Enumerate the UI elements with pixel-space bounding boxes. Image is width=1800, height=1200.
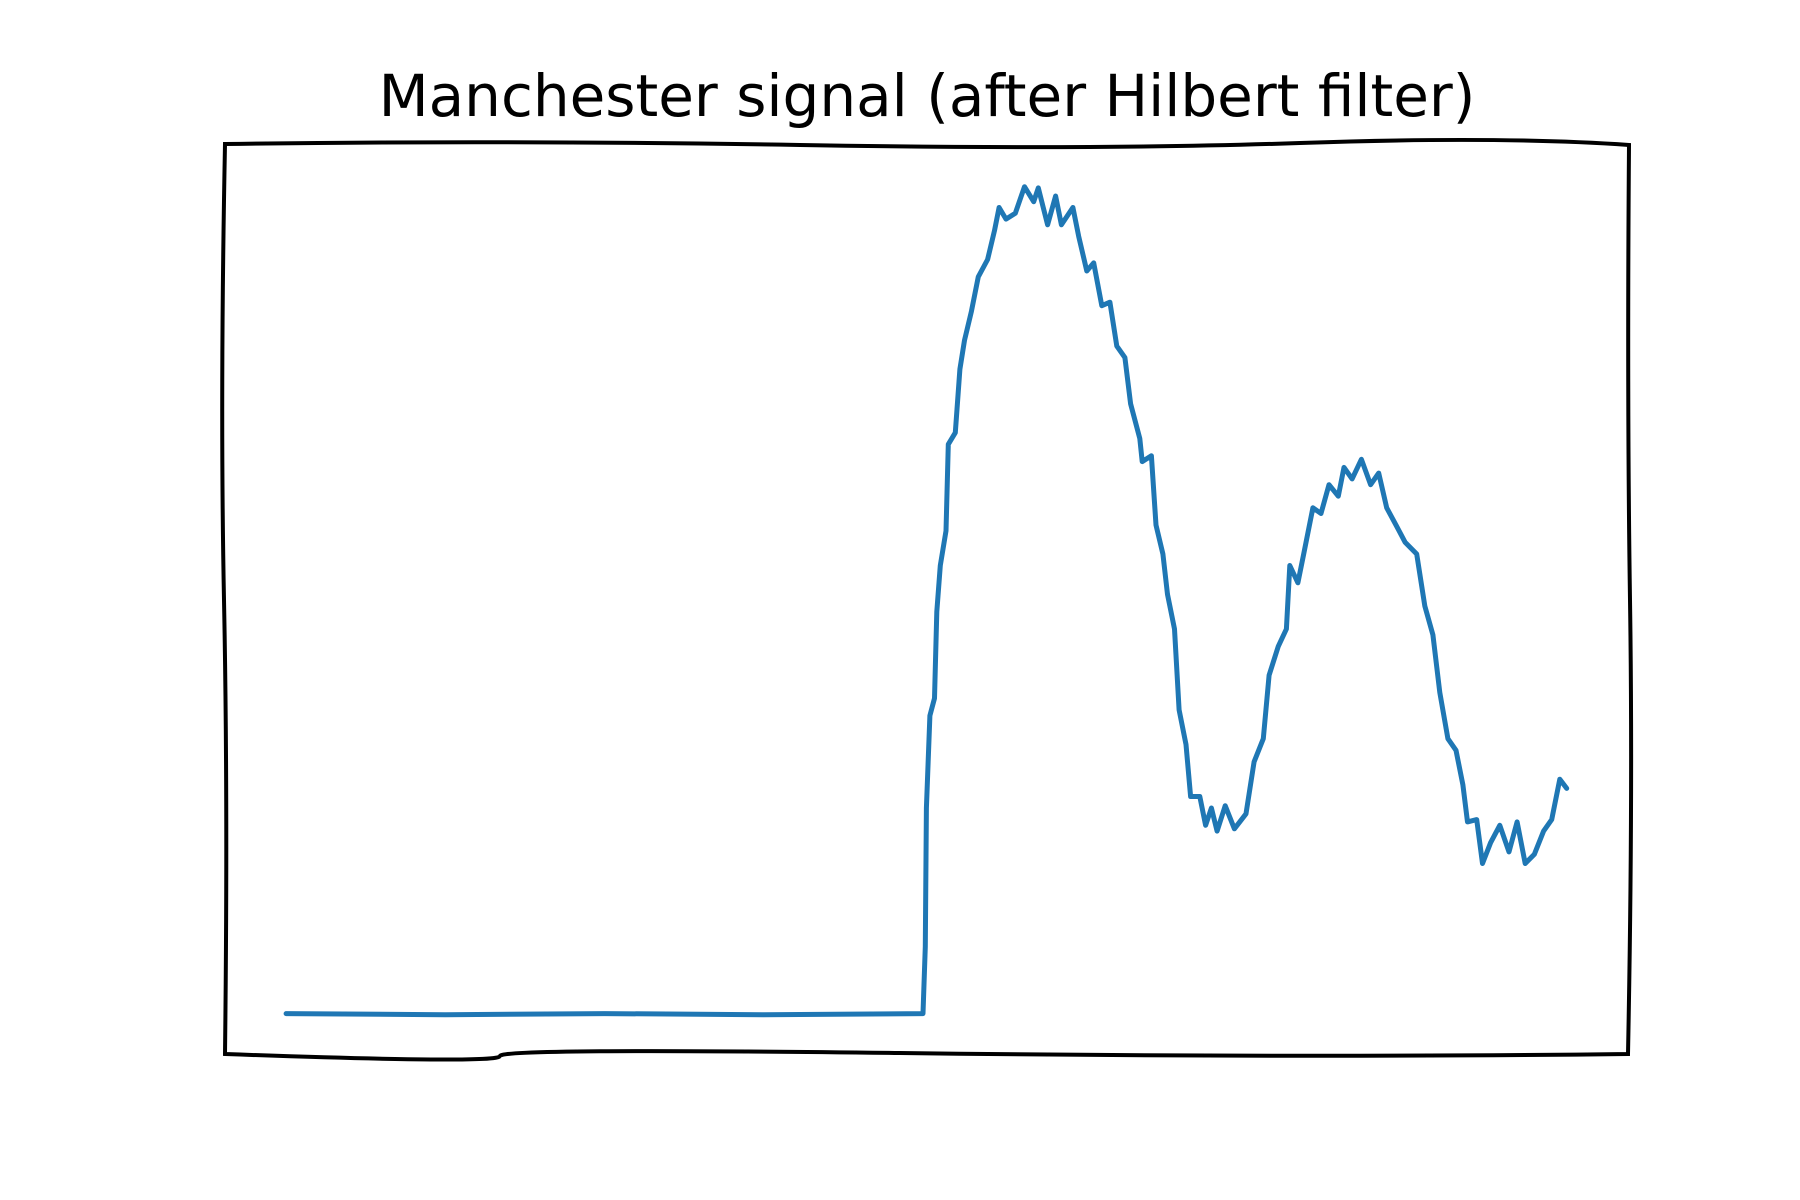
signal-line	[283, 184, 1570, 1018]
axes-frame	[220, 137, 1634, 1062]
chart-title: Manchester signal (after Hilbert filter)	[379, 62, 1476, 130]
